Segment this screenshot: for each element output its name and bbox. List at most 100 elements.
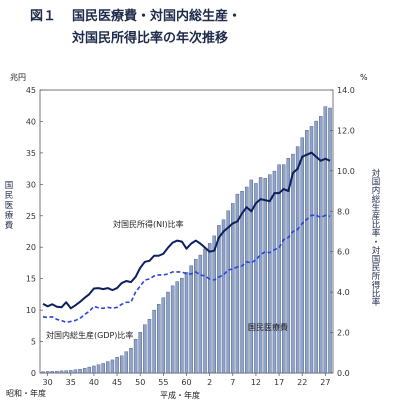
- left-tick-label-5: 5: [31, 338, 36, 347]
- bar-1999: [249, 179, 254, 374]
- x-tick-label-12: 12: [251, 378, 261, 387]
- bar-1990: [207, 243, 212, 374]
- bar-2010: [300, 137, 304, 374]
- x-tick-label-60: 60: [181, 378, 191, 387]
- bar-1972: [124, 351, 129, 374]
- x-tick-label-27: 27: [320, 378, 330, 387]
- x-tick-label-50: 50: [135, 378, 145, 387]
- bar-1994: [226, 210, 230, 374]
- bar-1983: [175, 281, 179, 374]
- x-tick-label-55: 55: [158, 378, 168, 387]
- bar-1959: [64, 370, 68, 374]
- bar-1997: [240, 191, 244, 374]
- right-tick-label-2.0: 2.0: [337, 329, 350, 338]
- figure-title-text1: 国民医療費・対国内総生産・: [72, 9, 242, 24]
- axes: 0 5 10 15 20 25 30 35 40 45 0.0 2.0 4.0 6.0 8.0 10.0 12.…: [5, 86, 381, 387]
- bar-1986: [189, 265, 193, 374]
- figure-title-line2: 対国民所得比率の年次推移: [72, 31, 229, 46]
- bar-1969: [110, 359, 115, 374]
- bar-1965: [92, 365, 96, 374]
- x-tick-label-17: 17: [274, 378, 284, 387]
- bar-1975: [138, 332, 142, 374]
- x-tick-label-30: 30: [43, 378, 53, 387]
- bar-1976: [143, 324, 147, 374]
- line-series: [42, 151, 331, 324]
- right-tick-label-4.0: 4.0: [337, 288, 350, 297]
- bar-1970: [115, 357, 119, 374]
- bar-1955: [45, 371, 50, 374]
- bar-1963: [82, 368, 87, 374]
- bar-2001: [258, 177, 263, 374]
- bar-1964: [87, 366, 91, 374]
- x-tick-label-35: 35: [66, 378, 76, 387]
- left-tick-label-35: 35: [26, 149, 36, 158]
- bar-2006: [282, 164, 286, 374]
- bar-2004: [272, 170, 277, 374]
- annotation-medical-cost: 国民医療費: [248, 322, 288, 332]
- left-tick-label-0: 0: [31, 369, 36, 378]
- bar-1977: [147, 318, 152, 374]
- right-tick-label-12.0: 12.0: [337, 126, 355, 135]
- bar-series: [41, 106, 332, 374]
- x-axis-era-right: 平成・年度: [160, 390, 200, 400]
- figure-number: 図１: [30, 9, 57, 24]
- bar-1961: [73, 369, 78, 374]
- bar-1960: [69, 370, 73, 374]
- right-tick-label-8.0: 8.0: [337, 207, 350, 216]
- x-tick-label-40: 40: [89, 378, 99, 387]
- x-tick-label-45: 45: [112, 378, 122, 387]
- bar-1973: [129, 347, 133, 374]
- bar-2013: [314, 120, 318, 374]
- left-axis-unit: 兆円: [10, 72, 26, 82]
- bar-1967: [101, 363, 105, 374]
- bar-1981: [166, 291, 170, 374]
- bar-2012: [309, 126, 314, 374]
- x-axis-era-left: 昭和・年度: [6, 388, 46, 398]
- x-tick-label-22: 22: [297, 378, 307, 387]
- left-tick-label-10: 10: [26, 306, 36, 315]
- right-axis-unit: %: [360, 73, 368, 82]
- left-tick-label-25: 25: [26, 212, 36, 221]
- bar-1985: [184, 272, 189, 374]
- left-axis-title: 国民医療費: [5, 181, 14, 231]
- bar-2007: [286, 158, 291, 374]
- bar-1966: [96, 364, 101, 374]
- bar-2014: [319, 116, 323, 374]
- bar-1971: [119, 355, 124, 374]
- figure-title: 図１ 国民医療費・対国内総生産・ 対国民所得比率の年次推移: [30, 6, 400, 50]
- right-axis-title: 対国内総生産比率・対国民所得比率: [372, 168, 381, 308]
- right-tick-label-10.0: 10.0: [337, 167, 355, 176]
- right-tick-label-6.0: 6.0: [337, 248, 350, 257]
- bar-1974: [133, 338, 138, 374]
- bar-1993: [221, 219, 226, 374]
- bar-1996: [235, 193, 240, 374]
- annotation-gdp-ratio: 対国内総生産(GDP)比率: [46, 330, 133, 340]
- bar-1962: [78, 368, 82, 374]
- bar-1958: [59, 370, 64, 374]
- left-tick-label-15: 15: [26, 275, 36, 284]
- bar-2011: [305, 130, 309, 374]
- annotation-ni-ratio: 対国民所得(NI)比率: [113, 219, 184, 229]
- bar-1992: [217, 225, 221, 374]
- bar-1989: [203, 248, 207, 374]
- bar-1956: [50, 371, 54, 374]
- bar-1988: [198, 254, 203, 374]
- left-tick-label-30: 30: [26, 180, 36, 189]
- bar-1998: [244, 186, 249, 374]
- bar-2009: [295, 146, 300, 374]
- bar-1991: [212, 235, 216, 374]
- bar-2005: [277, 164, 281, 374]
- line-ni-ratio: [42, 151, 331, 310]
- x-tick-label-7: 7: [230, 378, 235, 387]
- left-tick-label-20: 20: [26, 243, 36, 252]
- bar-1978: [152, 309, 156, 374]
- left-tick-label-45: 45: [26, 86, 36, 95]
- bar-1995: [231, 203, 235, 374]
- line-gdp-ratio: [42, 214, 331, 324]
- left-tick-label-40: 40: [26, 117, 36, 126]
- figure-title-line1: 図１ 国民医療費・対国内総生産・: [30, 6, 400, 28]
- bar-1987: [194, 259, 198, 374]
- bar-1979: [157, 303, 161, 374]
- bar-2003: [268, 174, 272, 374]
